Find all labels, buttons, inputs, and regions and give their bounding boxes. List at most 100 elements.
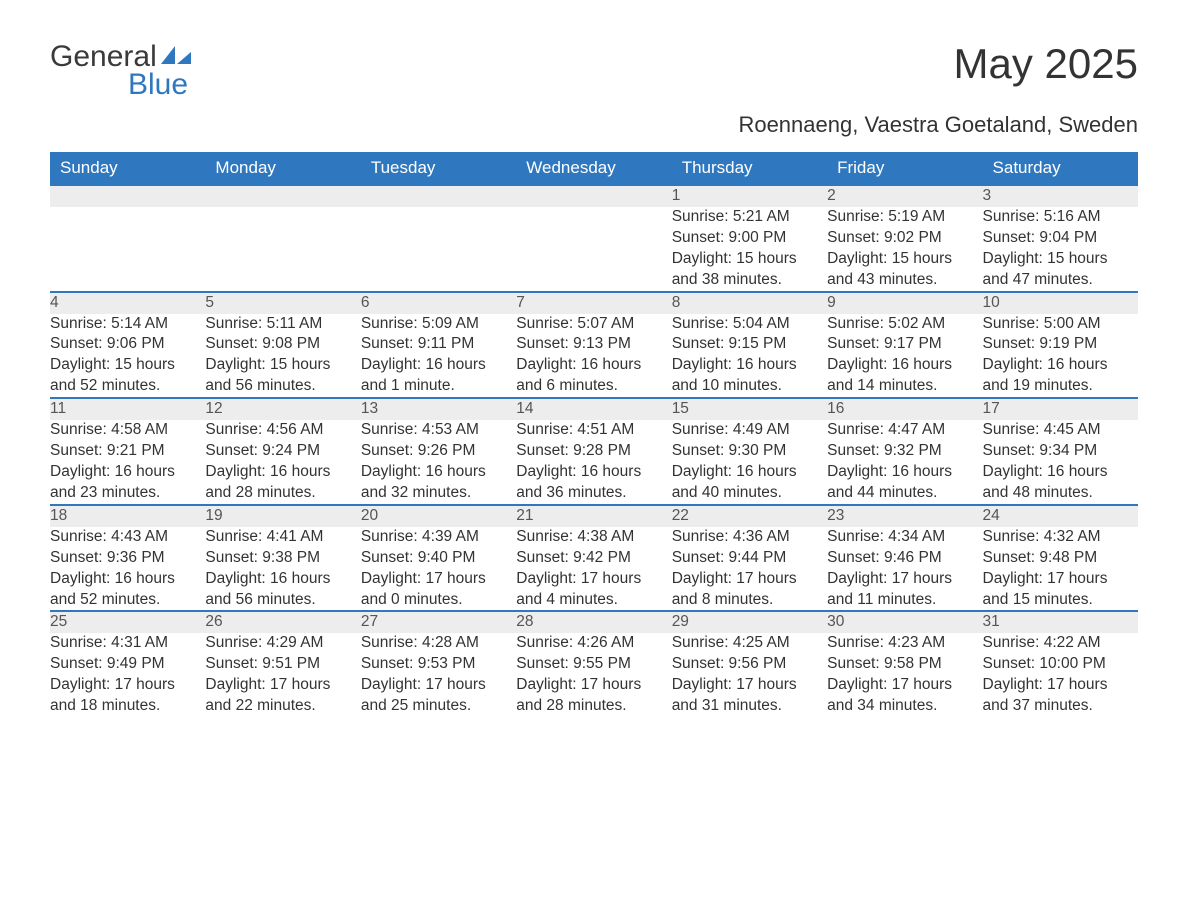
sunrise-text: Sunrise: 5:00 AM (983, 314, 1138, 335)
sunrise-text: Sunrise: 4:38 AM (516, 527, 671, 548)
day-number: 28 (516, 613, 533, 630)
daylight-text: and 14 minutes. (827, 376, 982, 397)
sunrise-text: Sunrise: 4:47 AM (827, 420, 982, 441)
daylight-text: and 28 minutes. (516, 696, 671, 717)
day-detail-cell: Sunrise: 4:51 AMSunset: 9:28 PMDaylight:… (516, 420, 671, 505)
sunrise-text: Sunrise: 4:58 AM (50, 420, 205, 441)
sunset-text: Sunset: 9:49 PM (50, 654, 205, 675)
day-number-cell: 29 (672, 611, 827, 633)
daylight-text: Daylight: 17 hours (205, 675, 360, 696)
daylight-text: and 36 minutes. (516, 483, 671, 504)
day-number: 16 (827, 400, 844, 417)
sunset-text: Sunset: 9:15 PM (672, 334, 827, 355)
daylight-text: Daylight: 16 hours (672, 462, 827, 483)
sunrise-text: Sunrise: 5:07 AM (516, 314, 671, 335)
day-detail-cell: Sunrise: 4:26 AMSunset: 9:55 PMDaylight:… (516, 633, 671, 717)
day-detail-cell: Sunrise: 4:22 AMSunset: 10:00 PMDaylight… (983, 633, 1138, 717)
sunrise-text: Sunrise: 4:51 AM (516, 420, 671, 441)
day-number-row: 25262728293031 (50, 611, 1138, 633)
sunrise-text: Sunrise: 5:02 AM (827, 314, 982, 335)
daylight-text: and 15 minutes. (983, 590, 1138, 611)
day-number-cell: 30 (827, 611, 982, 633)
daylight-text: and 34 minutes. (827, 696, 982, 717)
day-detail-cell: Sunrise: 4:31 AMSunset: 9:49 PMDaylight:… (50, 633, 205, 717)
sunrise-text: Sunrise: 4:41 AM (205, 527, 360, 548)
sunrise-text: Sunrise: 4:28 AM (361, 633, 516, 654)
sunrise-text: Sunrise: 4:36 AM (672, 527, 827, 548)
daylight-text: Daylight: 16 hours (516, 355, 671, 376)
day-detail-row: Sunrise: 4:31 AMSunset: 9:49 PMDaylight:… (50, 633, 1138, 717)
day-detail-cell: Sunrise: 5:00 AMSunset: 9:19 PMDaylight:… (983, 314, 1138, 399)
sunset-text: Sunset: 9:53 PM (361, 654, 516, 675)
sunset-text: Sunset: 9:04 PM (983, 228, 1138, 249)
sunrise-text: Sunrise: 4:31 AM (50, 633, 205, 654)
sunset-text: Sunset: 9:11 PM (361, 334, 516, 355)
day-detail-cell (205, 207, 360, 292)
day-detail-cell: Sunrise: 5:11 AMSunset: 9:08 PMDaylight:… (205, 314, 360, 399)
daylight-text: Daylight: 16 hours (205, 569, 360, 590)
daylight-text: Daylight: 16 hours (983, 355, 1138, 376)
daylight-text: Daylight: 15 hours (205, 355, 360, 376)
day-number-cell: 25 (50, 611, 205, 633)
day-detail-cell: Sunrise: 5:02 AMSunset: 9:17 PMDaylight:… (827, 314, 982, 399)
daylight-text: and 18 minutes. (50, 696, 205, 717)
brand-blue: Blue (128, 68, 193, 102)
sunset-text: Sunset: 9:08 PM (205, 334, 360, 355)
day-number-cell: 24 (983, 505, 1138, 527)
location-subtitle: Roennaeng, Vaestra Goetaland, Sweden (50, 112, 1138, 138)
daylight-text: and 31 minutes. (672, 696, 827, 717)
daylight-text: and 10 minutes. (672, 376, 827, 397)
sunset-text: Sunset: 9:26 PM (361, 441, 516, 462)
day-detail-row: Sunrise: 5:14 AMSunset: 9:06 PMDaylight:… (50, 314, 1138, 399)
weekday-header: Monday (205, 152, 360, 185)
day-detail-cell: Sunrise: 5:19 AMSunset: 9:02 PMDaylight:… (827, 207, 982, 292)
day-number-cell: 10 (983, 292, 1138, 314)
day-number-cell: 8 (672, 292, 827, 314)
daylight-text: and 48 minutes. (983, 483, 1138, 504)
sunset-text: Sunset: 9:58 PM (827, 654, 982, 675)
sunset-text: Sunset: 9:40 PM (361, 548, 516, 569)
day-number-cell: 21 (516, 505, 671, 527)
daylight-text: and 32 minutes. (361, 483, 516, 504)
day-number-cell (516, 185, 671, 207)
sunset-text: Sunset: 9:28 PM (516, 441, 671, 462)
day-detail-cell: Sunrise: 4:32 AMSunset: 9:48 PMDaylight:… (983, 527, 1138, 612)
day-detail-cell (516, 207, 671, 292)
day-number: 17 (983, 400, 1000, 417)
day-number-cell: 5 (205, 292, 360, 314)
weekday-header: Tuesday (361, 152, 516, 185)
daylight-text: and 52 minutes. (50, 376, 205, 397)
day-number: 8 (672, 294, 681, 311)
day-number-row: 11121314151617 (50, 398, 1138, 420)
daylight-text: and 43 minutes. (827, 270, 982, 291)
sunset-text: Sunset: 9:13 PM (516, 334, 671, 355)
sunset-text: Sunset: 9:44 PM (672, 548, 827, 569)
sunset-text: Sunset: 9:46 PM (827, 548, 982, 569)
daylight-text: and 38 minutes. (672, 270, 827, 291)
daylight-text: and 23 minutes. (50, 483, 205, 504)
day-detail-cell: Sunrise: 4:45 AMSunset: 9:34 PMDaylight:… (983, 420, 1138, 505)
day-detail-cell: Sunrise: 4:29 AMSunset: 9:51 PMDaylight:… (205, 633, 360, 717)
daylight-text: Daylight: 17 hours (516, 569, 671, 590)
day-number: 4 (50, 294, 59, 311)
daylight-text: and 37 minutes. (983, 696, 1138, 717)
sunset-text: Sunset: 9:56 PM (672, 654, 827, 675)
sunset-text: Sunset: 9:51 PM (205, 654, 360, 675)
sunset-text: Sunset: 9:19 PM (983, 334, 1138, 355)
day-number-cell: 31 (983, 611, 1138, 633)
day-detail-cell: Sunrise: 5:16 AMSunset: 9:04 PMDaylight:… (983, 207, 1138, 292)
day-detail-cell: Sunrise: 5:21 AMSunset: 9:00 PMDaylight:… (672, 207, 827, 292)
day-detail-cell (50, 207, 205, 292)
day-number-cell: 13 (361, 398, 516, 420)
day-number: 31 (983, 613, 1000, 630)
day-number-cell: 3 (983, 185, 1138, 207)
day-detail-cell: Sunrise: 5:09 AMSunset: 9:11 PMDaylight:… (361, 314, 516, 399)
day-number-cell: 6 (361, 292, 516, 314)
day-number: 6 (361, 294, 370, 311)
day-number-cell: 7 (516, 292, 671, 314)
weekday-header: Thursday (672, 152, 827, 185)
sunset-text: Sunset: 9:00 PM (672, 228, 827, 249)
day-number: 30 (827, 613, 844, 630)
day-number-cell (50, 185, 205, 207)
daylight-text: Daylight: 17 hours (361, 675, 516, 696)
